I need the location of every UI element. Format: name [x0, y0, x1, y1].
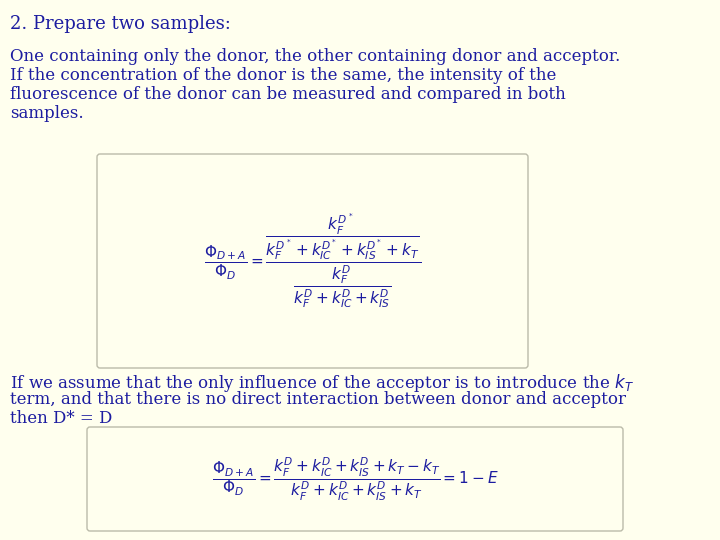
- Text: then D* = D: then D* = D: [10, 410, 112, 427]
- FancyBboxPatch shape: [87, 427, 623, 531]
- Text: If we assume that the only influence of the acceptor is to introduce the $k_T$: If we assume that the only influence of …: [10, 372, 634, 394]
- Text: $\dfrac{\Phi_{D+A}}{\Phi_{D}} = \dfrac{\dfrac{k_F^{D^*}}{k_F^{D^*} + k_{IC}^{D^*: $\dfrac{\Phi_{D+A}}{\Phi_{D}} = \dfrac{\…: [204, 212, 421, 310]
- Text: fluorescence of the donor can be measured and compared in both: fluorescence of the donor can be measure…: [10, 86, 566, 103]
- Text: One containing only the donor, the other containing donor and acceptor.: One containing only the donor, the other…: [10, 48, 620, 65]
- Text: term, and that there is no direct interaction between donor and acceptor: term, and that there is no direct intera…: [10, 391, 626, 408]
- Text: 2. Prepare two samples:: 2. Prepare two samples:: [10, 15, 231, 33]
- Text: samples.: samples.: [10, 105, 84, 122]
- Text: $\dfrac{\Phi_{D+A}}{\Phi_{D}} = \dfrac{k_F^{D} + k_{IC}^{D} + k_{IS}^{D} + k_T -: $\dfrac{\Phi_{D+A}}{\Phi_{D}} = \dfrac{k…: [212, 455, 498, 503]
- FancyBboxPatch shape: [97, 154, 528, 368]
- Text: If the concentration of the donor is the same, the intensity of the: If the concentration of the donor is the…: [10, 67, 557, 84]
